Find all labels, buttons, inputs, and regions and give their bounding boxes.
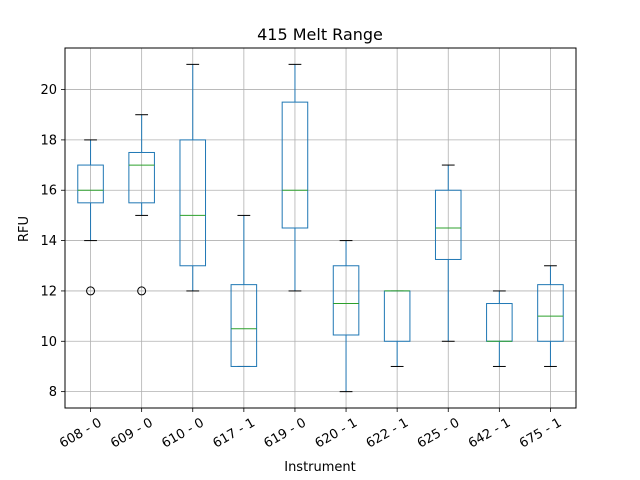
x-tick-label: 620 - 1 [313,415,360,451]
iqr-box [281,101,309,229]
plot-frame [64,47,577,409]
x-tick-label: 619 - 0 [262,415,309,451]
box-group [383,290,411,367]
x-tick-label: 625 - 0 [415,415,462,451]
box-group [77,139,104,296]
x-axis-title: Instrument [284,460,356,475]
iqr-box [230,284,258,367]
box-group [537,265,564,367]
outlier-point [137,286,147,296]
x-tick-label: 617 - 1 [210,415,257,451]
y-tick-label: 16 [40,184,57,199]
y-tick-label: 14 [40,234,57,249]
iqr-box [537,284,564,342]
iqr-box [434,189,462,260]
chart-title: 415 Melt Range [257,25,383,44]
box-group [332,240,360,393]
y-tick-label: 12 [40,284,57,299]
y-axis-title: RFU [17,216,32,242]
x-tick-label: 608 - 0 [57,415,104,451]
iqr-box [77,164,104,204]
iqr-box [128,151,155,204]
box-group [281,63,309,292]
y-tick-label: 10 [40,335,57,350]
iqr-box [332,265,360,336]
y-tick-label: 20 [40,83,57,98]
outlier-point [86,286,96,296]
x-tick-label: 609 - 0 [108,415,155,451]
box-group [434,164,462,342]
box-group [230,214,258,367]
x-tick-label: 610 - 0 [159,415,206,451]
y-tick-label: 8 [49,385,57,400]
x-tick-label: 622 - 1 [364,415,411,451]
iqr-box [179,139,207,267]
box-group [128,114,155,296]
y-tick-label: 18 [40,133,57,148]
boxes [77,63,564,393]
box-group [486,290,513,367]
x-tick-label: 675 - 1 [517,415,564,451]
box-group [179,63,207,292]
x-tick-label: 642 - 1 [466,415,513,451]
axis-ticks: 8 10 12 14 16 18 20 608 - 0 609 - 0 610 - 0 617 - … [40,83,564,451]
